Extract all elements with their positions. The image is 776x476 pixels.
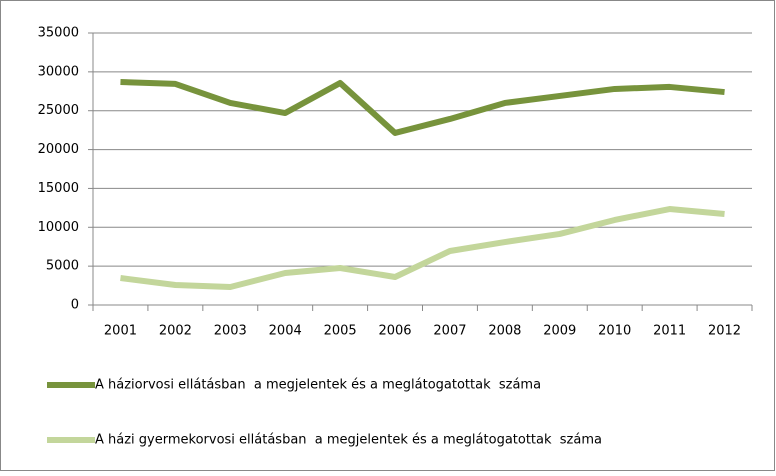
x-tick-label: 2006 [378,324,411,339]
x-tick-label: 2005 [324,324,357,339]
x-tick-label: 2008 [488,324,521,339]
x-tick-label: 2001 [104,324,137,339]
y-tick-label: 20000 [38,142,79,157]
x-tick-label: 2007 [433,324,466,339]
y-tick-label: 5000 [46,259,79,274]
y-tick-label: 0 [71,298,79,313]
x-tick-label: 2004 [269,324,302,339]
y-tick-label: 15000 [38,181,79,196]
y-tick-label: 35000 [38,26,79,41]
y-tick-label: 25000 [38,103,79,118]
x-tick-label: 2002 [159,324,192,339]
x-tick-label: 2012 [708,324,741,339]
x-tick-label: 2003 [214,324,247,339]
y-tick-label: 10000 [38,220,79,235]
series-line [120,206,725,290]
x-tick-label: 2011 [653,324,686,339]
x-tick-label: 2010 [598,324,631,339]
legend-label: A háziorvosi ellátásban a megjelentek és… [95,378,541,393]
y-tick-label: 30000 [38,64,79,79]
x-tick-label: 2009 [543,324,576,339]
series-line [120,78,725,136]
legend-label: A házi gyermekorvosi ellátásban a megjel… [95,433,602,448]
